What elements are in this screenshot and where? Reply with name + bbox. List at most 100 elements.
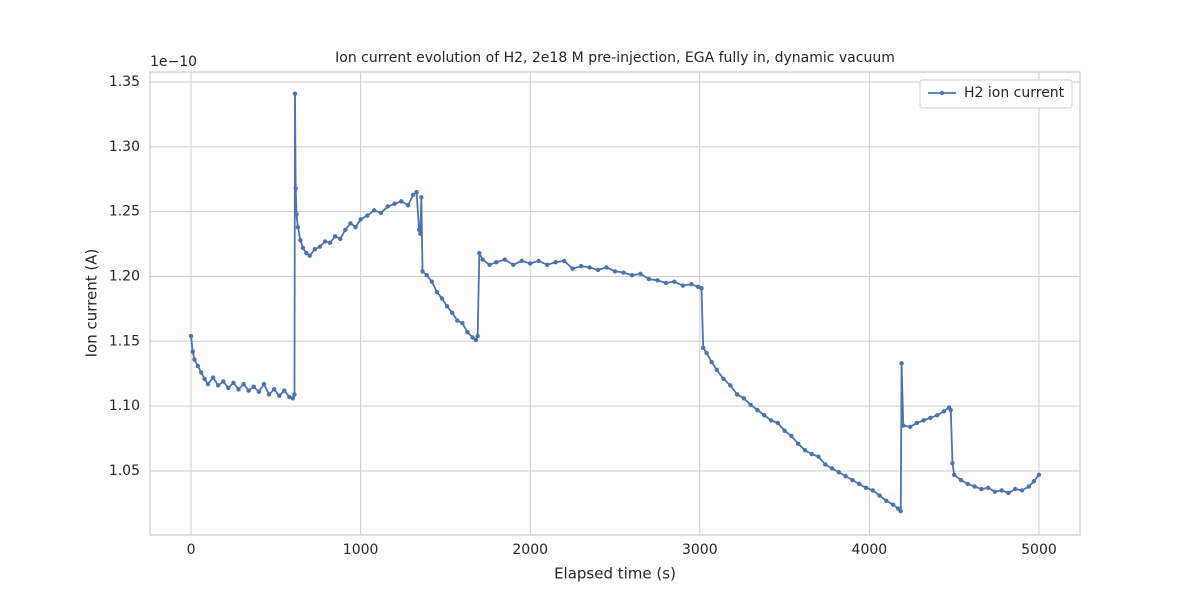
data-point [465, 330, 470, 335]
data-point [295, 224, 301, 230]
data-point [195, 363, 201, 369]
data-point [646, 276, 652, 282]
data-point [816, 454, 821, 459]
data-point [728, 383, 733, 388]
data-point [700, 345, 706, 350]
x-tick-label: 1000 [343, 542, 379, 558]
data-point [282, 388, 287, 393]
data-point [511, 262, 516, 267]
data-point [190, 349, 195, 354]
data-point [629, 272, 635, 278]
data-point [292, 392, 297, 397]
data-point [290, 396, 295, 401]
data-point [307, 253, 312, 258]
data-point [277, 393, 282, 398]
data-point [570, 266, 575, 271]
data-point [695, 284, 701, 290]
x-tick-label: 0 [187, 542, 196, 558]
data-point [755, 407, 760, 413]
data-point [612, 269, 618, 274]
data-point [405, 202, 411, 208]
data-point [992, 489, 998, 494]
data-point [782, 428, 787, 433]
data-point [884, 498, 889, 503]
data-point [762, 412, 767, 418]
data-point [378, 210, 384, 216]
data-point [595, 267, 601, 273]
y-tick-label: 1.20 [109, 268, 140, 284]
data-point [226, 385, 231, 391]
y-tick-label: 1.35 [109, 74, 140, 90]
data-point [850, 477, 855, 483]
data-point [343, 227, 348, 232]
data-point [199, 370, 204, 375]
x-tick-label: 3000 [682, 542, 718, 558]
data-point [714, 367, 719, 373]
data-point [809, 451, 814, 457]
x-tick-label: 2000 [512, 542, 548, 558]
data-point [689, 282, 694, 287]
y-axis-label: Ion current (A) [83, 249, 101, 358]
chart-title: Ion current evolution of H2, 2e18 M pre-… [335, 50, 895, 66]
data-point [672, 279, 677, 284]
data-point [251, 384, 256, 389]
data-point [951, 472, 957, 478]
data-point [312, 247, 318, 252]
data-point [241, 381, 246, 387]
y-tick-label: 1.10 [109, 398, 140, 414]
data-point [292, 91, 298, 96]
data-point [553, 260, 558, 265]
data-point [192, 357, 197, 362]
legend: H2 ion current [919, 79, 1073, 109]
data-point [1031, 479, 1037, 484]
data-point [741, 396, 747, 401]
data-point [202, 376, 207, 382]
data-point [863, 485, 869, 491]
data-point [439, 296, 445, 301]
data-point [948, 407, 953, 413]
data-point [843, 473, 848, 479]
plot-frame [149, 71, 1081, 536]
x-axis-label: Elapsed time (s) [554, 565, 676, 583]
data-point [999, 488, 1004, 493]
data-point [298, 237, 303, 243]
data-point [480, 257, 485, 262]
data-point [528, 261, 533, 266]
data-point [928, 415, 933, 420]
y-tick-label: 1.15 [109, 333, 140, 349]
data-point [444, 304, 450, 309]
data-point [621, 270, 626, 275]
data-point [958, 477, 964, 483]
data-point [536, 258, 541, 264]
data-point [215, 383, 221, 388]
data-point [979, 486, 984, 492]
data-point [1013, 486, 1018, 492]
legend-box [919, 79, 1073, 109]
data-point [734, 392, 740, 397]
data-point [789, 433, 794, 439]
data-point [604, 265, 609, 270]
data-point [638, 271, 643, 277]
data-point [221, 379, 226, 384]
data-point [544, 262, 550, 267]
x-tick-label: 5000 [1021, 542, 1057, 558]
data-point [890, 502, 896, 507]
data-point [246, 388, 251, 393]
y-tick-label: 1.05 [109, 463, 140, 479]
data-point [561, 258, 567, 264]
data-point [899, 361, 904, 366]
data-point [266, 392, 272, 397]
data-point [898, 508, 903, 514]
data-point [332, 234, 338, 239]
data-point [857, 481, 862, 487]
data-point [477, 250, 482, 256]
data-point [1006, 490, 1011, 496]
data-point [236, 387, 241, 392]
legend-marker [939, 90, 945, 96]
data-point [399, 199, 404, 204]
data-point [210, 375, 216, 380]
data-point [1036, 472, 1042, 478]
data-point [655, 278, 660, 283]
data-point [1019, 488, 1025, 493]
